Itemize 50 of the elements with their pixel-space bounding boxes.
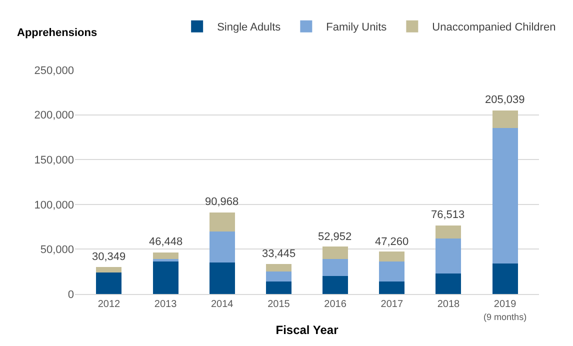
x-axis-title: Fiscal Year [276, 322, 339, 337]
bar [96, 272, 122, 294]
bar [379, 262, 405, 282]
y-tick-label: 250,000 [34, 64, 74, 77]
bar [209, 212, 235, 232]
legend-label: Unaccompanied Children [432, 22, 556, 34]
bar [492, 110, 518, 128]
x-tick-label: 2015 [268, 299, 290, 310]
bar [266, 272, 292, 282]
x-tick-label: 2013 [154, 299, 178, 310]
x-tick-label: 2016 [324, 299, 347, 310]
x-tick-label: 2014 [210, 299, 234, 310]
bar [152, 252, 178, 260]
bar [96, 266, 122, 272]
bar [209, 231, 235, 263]
x-tick-label: 2017 [380, 299, 404, 310]
total-label: 52,952 [318, 231, 352, 243]
legend-label: Single Adults [217, 22, 282, 34]
bar [436, 238, 462, 274]
y-tick-label: 100,000 [34, 199, 74, 212]
bar [379, 252, 405, 262]
y-tick-label: 150,000 [34, 154, 74, 166]
y-axis-title: Apprehensions [17, 27, 98, 39]
bar [152, 262, 178, 294]
bar [436, 273, 462, 294]
y-tick-label: 50,000 [40, 244, 74, 256]
bar [266, 281, 292, 294]
total-label: 46,448 [149, 236, 183, 248]
y-tick-label: 200,000 [34, 110, 74, 122]
bar [492, 264, 518, 294]
bar [209, 262, 235, 294]
bar [322, 246, 348, 260]
total-label: 30,349 [92, 251, 126, 263]
bar [266, 264, 292, 272]
total-label: 47,260 [375, 236, 409, 248]
x-tick-label: 2018 [437, 299, 460, 310]
x-tick-label: 2019 (9 months) [484, 299, 527, 322]
total-label: 205,039 [485, 94, 525, 106]
total-label: 90,968 [205, 196, 239, 208]
y-tick-label: 0 [68, 288, 74, 301]
bar [152, 259, 178, 262]
bar [492, 128, 518, 264]
total-label: 76,513 [431, 209, 465, 221]
bar [436, 225, 462, 238]
x-tick-label: 2012 [98, 299, 121, 310]
legend-label: Family Units [326, 22, 388, 34]
bar [322, 259, 348, 276]
bar [322, 276, 348, 294]
bar [379, 281, 405, 294]
total-label: 33,445 [262, 248, 296, 260]
